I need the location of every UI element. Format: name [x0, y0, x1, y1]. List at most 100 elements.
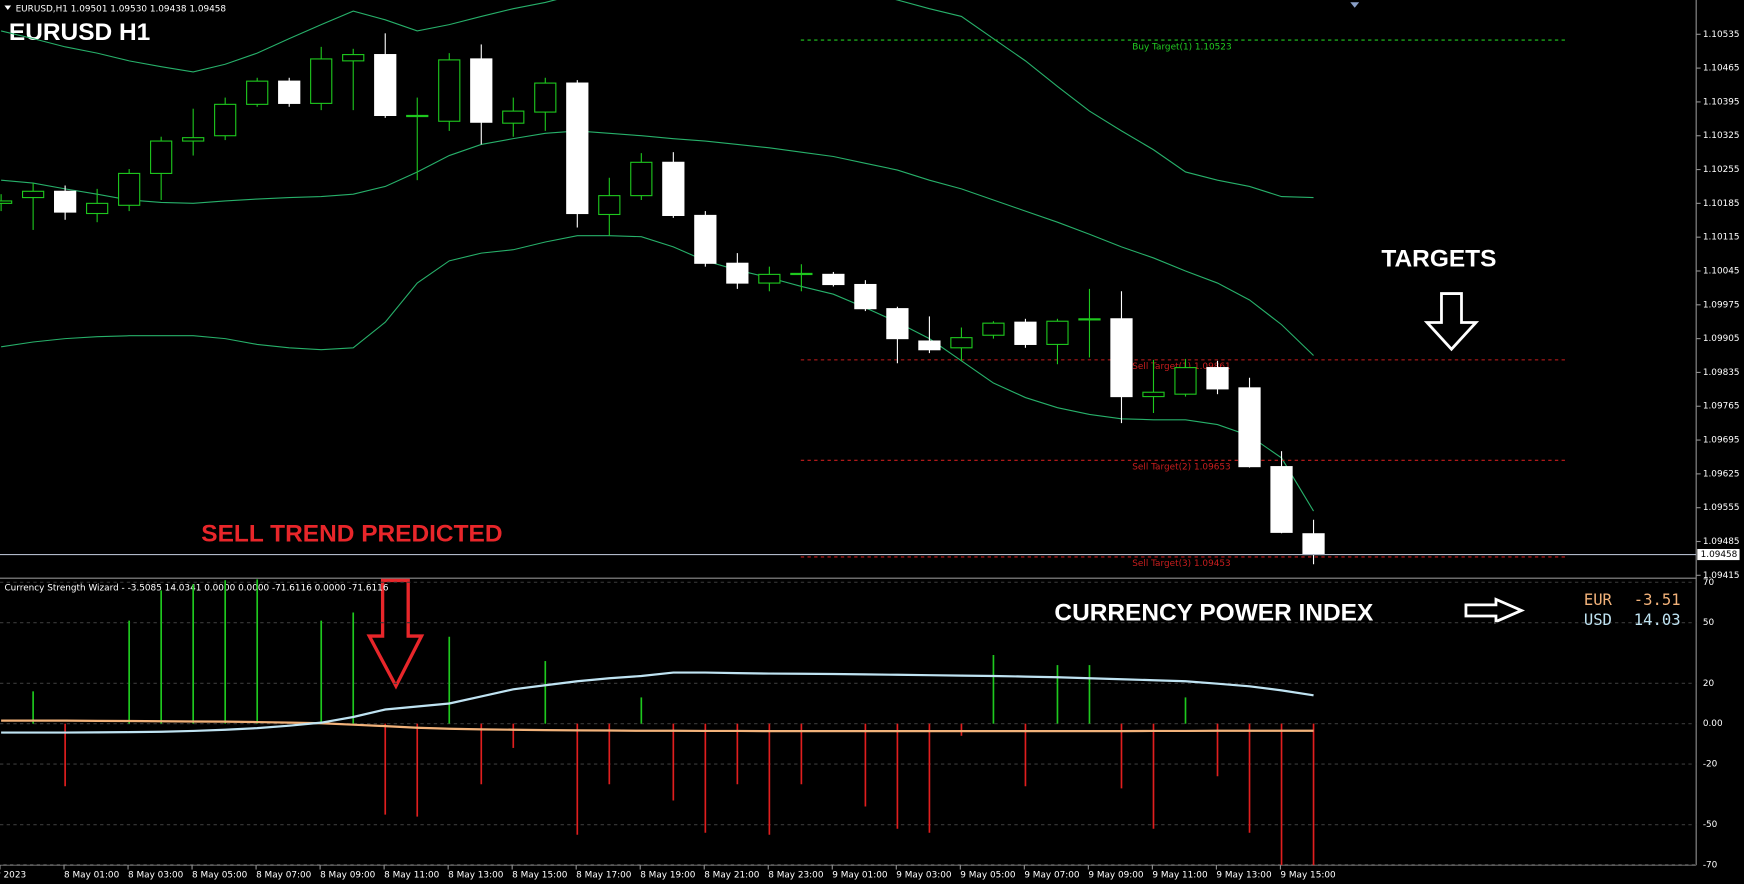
- candle-body: [0, 200, 13, 204]
- indicator-header: Currency Strength Wizard - -3.5085 14.03…: [4, 584, 388, 594]
- y-tick-label: 1.09695: [1703, 436, 1740, 446]
- candle-body: [790, 272, 813, 276]
- target-label: Sell Target(3) 1.09453: [1132, 559, 1230, 569]
- band-line: [1, 235, 1315, 512]
- candle-body: [150, 140, 173, 174]
- candle-body: [534, 82, 557, 113]
- candle-body: [438, 59, 461, 122]
- right-arrow: [1464, 597, 1526, 624]
- y-tick-label: 20: [1703, 679, 1715, 689]
- y-tick-label: -50: [1703, 820, 1718, 830]
- candle-body: [54, 190, 77, 213]
- last-price-box: [1697, 548, 1740, 561]
- x-tick-label: 9 May 07:00: [1024, 871, 1080, 881]
- candle-body: [630, 161, 653, 197]
- candle-body: [182, 137, 205, 142]
- band-line: [0, 0, 1314, 199]
- x-tick-label: 8 May 11:00: [384, 871, 440, 881]
- candle-body: [662, 161, 685, 216]
- x-tick-label: 8 May 15:00: [512, 871, 568, 881]
- x-tick-label: 8 May 13:00: [448, 871, 504, 881]
- band-line: [1, 130, 1314, 356]
- legend-name: EUR: [1584, 591, 1613, 609]
- candle-body: [470, 58, 493, 123]
- target-label: Sell Target(1) 1.09861: [1132, 362, 1230, 372]
- shift-marker: [1350, 2, 1360, 8]
- legend-value: -3.51: [1634, 591, 1681, 609]
- candle-body: [854, 283, 877, 310]
- candle-body: [1014, 321, 1037, 345]
- y-tick-label: 1.10115: [1703, 233, 1740, 243]
- y-tick-label: -70: [1703, 861, 1718, 871]
- annotation: SELL TREND PREDICTED: [201, 520, 502, 547]
- x-tick-label: 8 May 07:00: [256, 871, 312, 881]
- candle-body: [1046, 320, 1069, 345]
- y-tick-label: 1.09765: [1703, 402, 1740, 412]
- candle-body: [118, 172, 141, 206]
- candle-body: [694, 214, 717, 264]
- candle-body: [1110, 318, 1133, 398]
- y-tick-label: 1.10255: [1703, 165, 1740, 175]
- candle-body: [214, 103, 237, 137]
- candle-body: [950, 337, 973, 349]
- x-tick-label: 9 May 11:00: [1152, 871, 1208, 881]
- legend-name: USD: [1584, 611, 1612, 629]
- candle-body: [1238, 387, 1261, 468]
- candle-body: [310, 58, 333, 104]
- x-tick-label: 8 May 17:00: [576, 871, 632, 881]
- x-tick-label: 8 May 23:00: [768, 871, 824, 881]
- chart-title: EURUSD H1: [9, 19, 150, 46]
- strength-line: [1, 671, 1314, 734]
- x-tick-label: 9 May 15:00: [1280, 871, 1336, 881]
- menu-triangle: [4, 5, 12, 11]
- x-tick-label: 9 May 01:00: [832, 871, 888, 881]
- y-tick-label: 1.09485: [1703, 537, 1740, 547]
- candle-body: [22, 190, 45, 199]
- y-tick-label: 1.10395: [1703, 97, 1740, 107]
- y-tick-label: 1.09625: [1703, 469, 1740, 479]
- x-tick-label: 5 May 2023: [0, 871, 26, 881]
- price-pane: Buy Target(1) 1.10523 Sell Target(1) 1.09…: [0, 0, 1567, 569]
- indicator-pane: [0, 579, 1697, 866]
- candle-body: [342, 54, 365, 62]
- x-tick-label: 8 May 09:00: [320, 871, 376, 881]
- y-tick-label: 1.10045: [1703, 266, 1740, 276]
- annotation: TARGETS: [1381, 246, 1496, 273]
- down-arrow: [1423, 292, 1480, 352]
- candle-body: [374, 54, 397, 117]
- x-tick-label: 8 May 21:00: [704, 871, 760, 881]
- y-tick-label: 1.10185: [1703, 199, 1740, 209]
- target-label: Sell Target(2) 1.09653: [1132, 463, 1230, 473]
- candle-body: [886, 308, 909, 340]
- candle-body: [566, 82, 589, 215]
- candle-body: [758, 273, 781, 284]
- y-tick-label: 1.09905: [1703, 334, 1740, 344]
- y-tick-label: 1.09555: [1703, 503, 1740, 513]
- y-tick-label: 50: [1703, 618, 1715, 628]
- candle-body: [822, 273, 845, 286]
- y-tick-label: 1.10325: [1703, 131, 1740, 141]
- legend-value: 14.03: [1634, 611, 1681, 629]
- y-tick-label: 0.00: [1703, 719, 1723, 729]
- x-tick-label: 8 May 05:00: [192, 871, 248, 881]
- x-tick-label: 8 May 19:00: [640, 871, 696, 881]
- candle-body: [726, 262, 749, 284]
- candle-body: [598, 195, 621, 216]
- x-tick-label: 9 May 05:00: [960, 871, 1016, 881]
- candle-body: [1302, 533, 1325, 556]
- candle-body: [1270, 466, 1293, 533]
- y-tick-label: 1.10535: [1703, 30, 1740, 40]
- x-tick-label: 9 May 09:00: [1088, 871, 1144, 881]
- candle-body: [502, 110, 525, 124]
- candle-body: [1078, 318, 1101, 321]
- y-tick-label: 1.09835: [1703, 368, 1740, 378]
- y-tick-label: 1.09415: [1703, 571, 1740, 581]
- candle-body: [1174, 367, 1197, 395]
- x-tick-label: 8 May 03:00: [128, 871, 184, 881]
- candle-body: [1142, 391, 1165, 398]
- x-tick-label: 8 May 01:00: [64, 871, 120, 881]
- candle-body: [918, 340, 941, 351]
- candle-body: [246, 80, 269, 105]
